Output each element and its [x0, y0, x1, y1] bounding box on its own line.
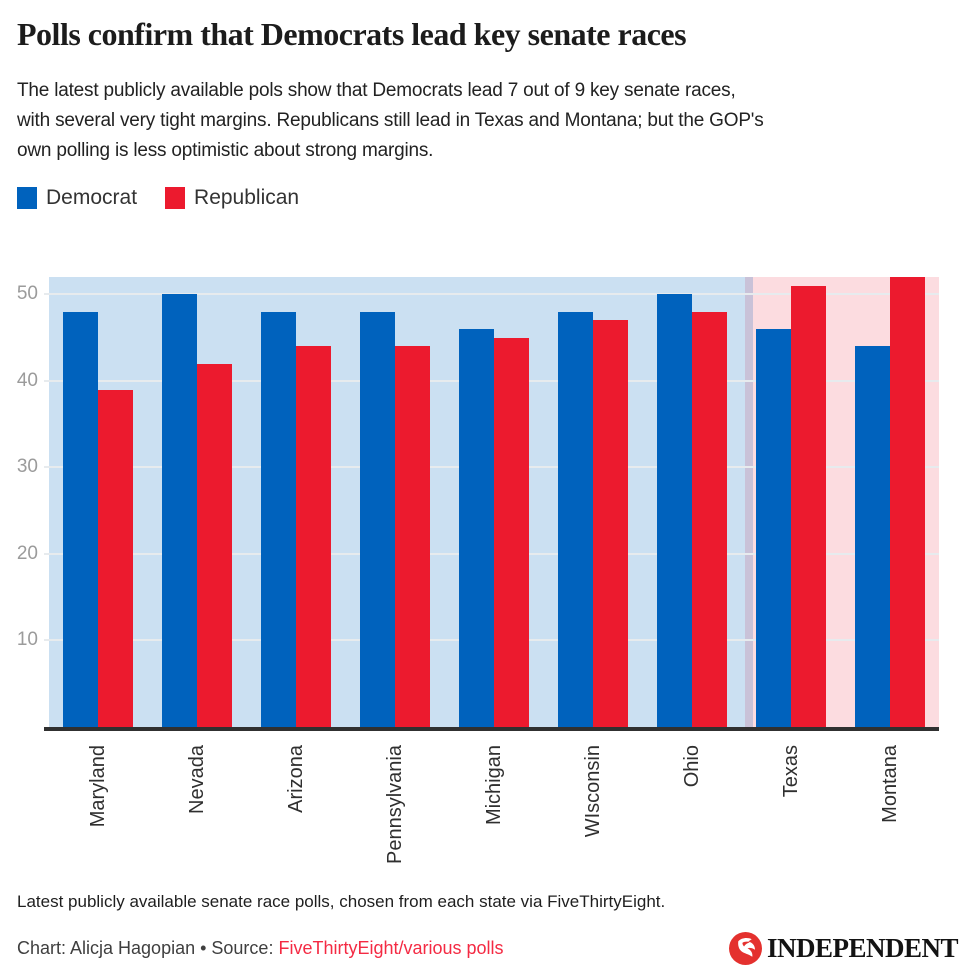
legend-item-democrat: Democrat — [17, 186, 137, 210]
bar-democrat-nevada — [162, 294, 198, 727]
bar-republican-maryland — [98, 389, 134, 727]
gridline-50 — [44, 293, 939, 296]
y-tick-label-30: 30 — [16, 456, 38, 478]
x-axis-label-nevada: Nevada — [186, 745, 209, 814]
bar-republican-ohio — [691, 311, 727, 727]
x-axis-line — [44, 727, 939, 731]
x-axis-label-pennsylvania: Pennsylvania — [384, 745, 407, 864]
bar-democrat-wisconsin — [557, 311, 593, 727]
democrat-swatch-icon — [17, 187, 37, 209]
bar-republican-pennsylvania — [395, 346, 431, 727]
independent-eagle-icon — [728, 932, 762, 965]
region-divider — [745, 277, 754, 727]
bar-democrat-maryland — [63, 311, 99, 727]
brand-name: INDEPENDENT — [766, 933, 959, 963]
x-axis-label-arizona: Arizona — [285, 745, 308, 813]
y-tick-label-50: 50 — [16, 283, 38, 305]
bar-democrat-montana — [854, 346, 890, 727]
source-link[interactable]: FiveThirtyEight/various polls — [278, 938, 504, 958]
x-axis-label-texas: Texas — [779, 745, 802, 798]
chart-legend: Democrat Republican — [17, 186, 958, 210]
bar-democrat-arizona — [261, 311, 297, 727]
bar-democrat-pennsylvania — [360, 311, 396, 727]
bar-republican-texas — [790, 285, 826, 727]
senate-polls-bar-chart: 10 20 30 40 50 Maryland Nevada Arizona Pennsylva… — [17, 277, 958, 877]
x-axis-label-wisconsin: WIsconsin — [581, 745, 604, 838]
x-axis-label-michigan: Michigan — [483, 745, 505, 826]
bar-democrat-michigan — [459, 328, 494, 727]
y-tick-label-40: 40 — [16, 369, 38, 391]
chart-footnote: Latest publicly available senate race po… — [17, 892, 666, 911]
chart-subtitle: The latest publicly available pols show … — [17, 80, 764, 161]
credit-line: Chart: Alicja Hagopian • Source: FiveThi… — [17, 938, 504, 959]
republican-swatch-icon — [165, 187, 186, 209]
bar-republican-montana — [889, 277, 925, 727]
x-axis-label-montana: Montana — [878, 745, 901, 823]
bar-republican-wisconsin — [592, 320, 628, 727]
y-tick-label-20: 20 — [16, 542, 38, 564]
legend-label-republican: Republican — [194, 186, 300, 209]
bar-republican-nevada — [197, 363, 233, 727]
bar-democrat-ohio — [656, 294, 692, 727]
credit-prefix: Chart: Alicja Hagopian • Source: — [17, 938, 279, 958]
credit-row: Chart: Alicja Hagopian • Source: FiveThi… — [17, 920, 959, 977]
x-axis-label-ohio: Ohio — [680, 745, 703, 788]
legend-item-republican: Republican — [165, 186, 299, 210]
bar-democrat-texas — [755, 328, 791, 727]
x-axis-label-maryland: Maryland — [87, 745, 110, 828]
legend-label-democrat: Democrat — [46, 186, 138, 209]
bar-republican-arizona — [296, 346, 332, 727]
independent-logo: INDEPENDENT — [728, 932, 959, 965]
y-tick-label-10: 10 — [16, 629, 38, 651]
page-title: Polls confirm that Democrats lead key se… — [17, 16, 687, 52]
bar-republican-michigan — [494, 337, 529, 727]
